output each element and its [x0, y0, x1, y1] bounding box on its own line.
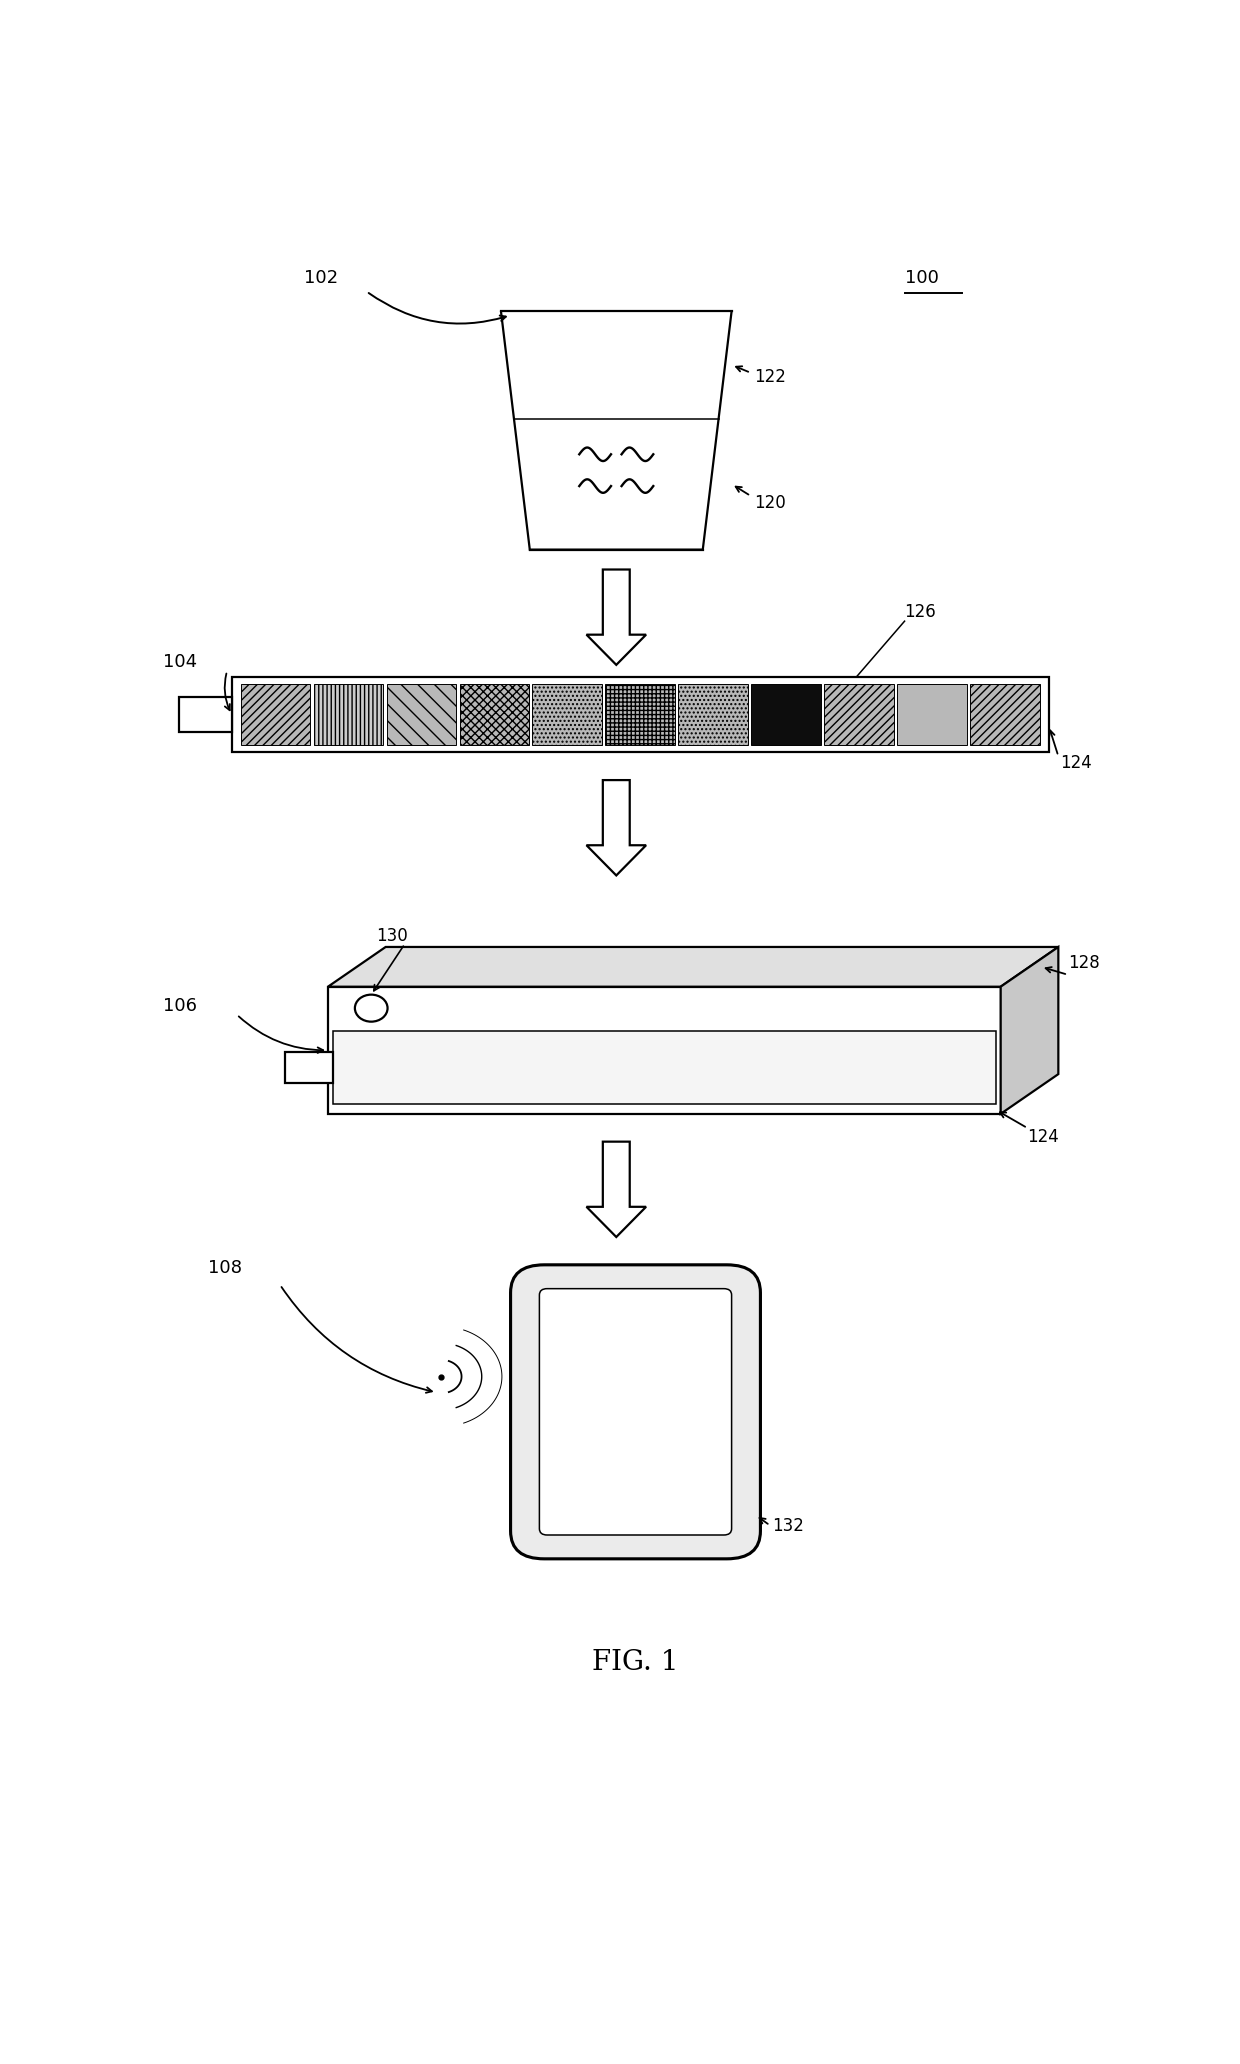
- Polygon shape: [327, 947, 1059, 987]
- Bar: [751, 683, 821, 745]
- Bar: [460, 683, 529, 745]
- Bar: [605, 683, 675, 745]
- Text: 102: 102: [304, 270, 339, 287]
- Bar: [898, 683, 967, 745]
- Bar: [332, 1030, 996, 1104]
- Bar: [536, 1038, 598, 1098]
- Bar: [971, 683, 1040, 745]
- Text: 124: 124: [1028, 1129, 1059, 1146]
- Bar: [861, 1038, 923, 1098]
- Text: 122: 122: [754, 367, 786, 386]
- Text: 124: 124: [1060, 753, 1092, 772]
- FancyBboxPatch shape: [511, 1265, 760, 1558]
- Bar: [471, 1038, 533, 1098]
- FancyBboxPatch shape: [539, 1288, 732, 1536]
- Circle shape: [355, 995, 388, 1022]
- Bar: [532, 683, 603, 745]
- Polygon shape: [1001, 947, 1059, 1115]
- Text: 100: 100: [905, 270, 939, 287]
- Bar: [926, 1038, 987, 1098]
- Bar: [314, 683, 383, 745]
- Bar: [666, 1038, 728, 1098]
- Text: 104: 104: [162, 652, 197, 671]
- Text: 126: 126: [905, 603, 936, 621]
- Text: FIG. 1: FIG. 1: [593, 1649, 678, 1676]
- Bar: [796, 1038, 857, 1098]
- Bar: [825, 683, 894, 745]
- Bar: [232, 677, 1049, 751]
- Text: 108: 108: [208, 1259, 242, 1278]
- Text: 120: 120: [754, 493, 785, 512]
- Bar: [678, 683, 748, 745]
- Text: 130: 130: [376, 927, 408, 945]
- Bar: [341, 1038, 403, 1098]
- Bar: [179, 698, 232, 733]
- Bar: [730, 1038, 792, 1098]
- Bar: [601, 1038, 662, 1098]
- Text: 128: 128: [1068, 954, 1100, 972]
- Polygon shape: [587, 570, 646, 665]
- Polygon shape: [587, 1141, 646, 1236]
- Text: 132: 132: [773, 1517, 804, 1536]
- Text: 106: 106: [162, 997, 197, 1015]
- Bar: [285, 1051, 332, 1084]
- Bar: [241, 683, 310, 745]
- Bar: [387, 683, 456, 745]
- Bar: [327, 987, 1001, 1115]
- Bar: [407, 1038, 467, 1098]
- Polygon shape: [587, 780, 646, 875]
